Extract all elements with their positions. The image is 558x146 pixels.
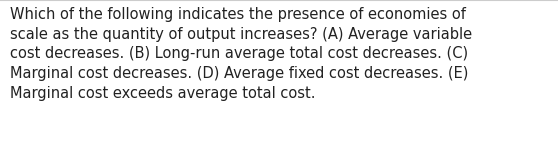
Text: Which of the following indicates the presence of economies of
scale as the quant: Which of the following indicates the pre… [10, 7, 472, 101]
